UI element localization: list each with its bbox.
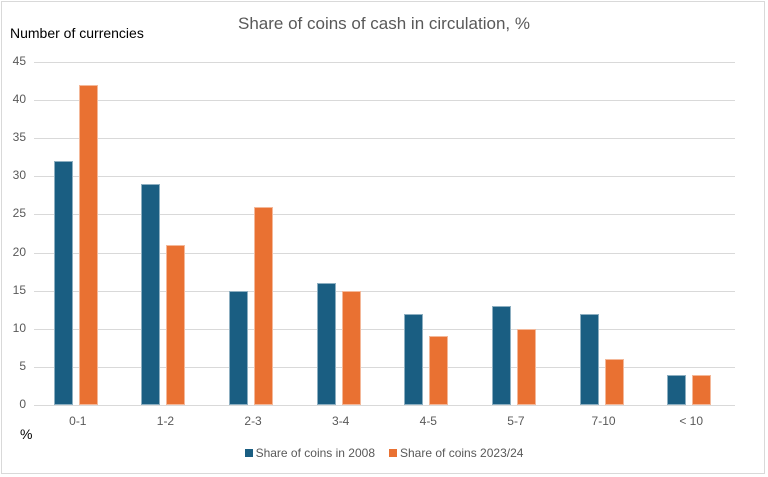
bar-2008	[667, 374, 687, 405]
y-axis-label: Number of currencies	[10, 25, 144, 41]
bar-2008	[229, 290, 249, 405]
y-tick-label: 45	[12, 54, 26, 68]
chart-title: Share of coins of cash in circulation, %	[238, 14, 530, 33]
bar-2023-24	[692, 374, 712, 405]
plot-area	[34, 62, 735, 406]
y-tick-label: 35	[12, 130, 26, 145]
gridline	[34, 366, 735, 368]
y-tick-label: 25	[12, 206, 26, 221]
bar-2023-24	[166, 244, 186, 405]
x-tick-label: 4-5	[419, 414, 437, 428]
y-tick-label: 0	[19, 397, 26, 411]
bar-2008	[404, 313, 424, 405]
bar-2023-24	[78, 84, 98, 405]
bar-2023-24	[254, 206, 274, 405]
x-tick-label: 3-4	[332, 414, 350, 428]
gridline	[34, 100, 735, 102]
bar-2008	[579, 313, 599, 405]
y-tick-label: 40	[12, 92, 26, 107]
legend-swatch-2023	[389, 449, 397, 457]
x-tick-label: 7-10	[591, 414, 616, 428]
bar-2008	[316, 283, 336, 405]
bar-2023-24	[341, 290, 361, 405]
legend-item-2008: Share of coins in 2008	[244, 446, 375, 460]
x-tick-label: 2-3	[244, 414, 262, 428]
x-tick-label: 5-7	[507, 414, 525, 428]
y-tick-label: 15	[12, 282, 26, 297]
gridline	[34, 138, 735, 140]
gridline	[34, 176, 735, 178]
gridline	[34, 405, 735, 406]
legend-item-2023: Share of coins 2023/24	[389, 446, 523, 460]
legend-label-2008: Share of coins in 2008	[255, 446, 375, 460]
x-tick-label: < 10	[679, 414, 704, 428]
bar-2023-24	[604, 359, 624, 405]
gridline	[34, 328, 735, 330]
x-tick-label: 0-1	[69, 414, 87, 428]
y-tick-label: 10	[12, 320, 26, 335]
bar-2008	[53, 161, 73, 405]
x-tick-label: 1-2	[156, 414, 175, 428]
y-tick-label: 30	[12, 168, 26, 183]
x-axis-label: %	[20, 426, 33, 442]
bar-2008	[491, 305, 511, 405]
legend-label-2023: Share of coins 2023/24	[400, 446, 524, 460]
bar-2023-24	[516, 328, 536, 405]
gridline	[34, 214, 735, 216]
gridline	[34, 290, 735, 292]
gridline	[34, 62, 735, 63]
y-tick-label: 5	[19, 358, 26, 373]
bar-2008	[141, 183, 161, 405]
legend-swatch-2008	[244, 449, 253, 457]
bar-2023-24	[429, 336, 449, 405]
gridline	[34, 252, 735, 254]
legend: Share of coins in 2008 Share of coins 20…	[0, 446, 768, 460]
y-tick-label: 20	[12, 244, 26, 259]
